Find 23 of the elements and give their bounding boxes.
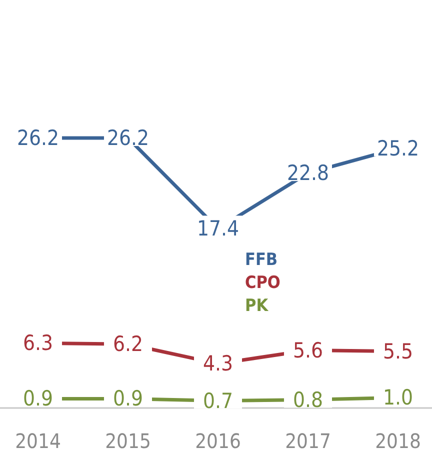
- data-label: 5.5: [382, 339, 414, 364]
- x-tick-label: 2015: [105, 429, 151, 453]
- data-label: 5.6: [292, 338, 324, 362]
- data-label: 22.8: [286, 161, 330, 186]
- data-label: 26.2: [106, 126, 150, 150]
- data-label: 0.7: [202, 388, 234, 413]
- series-label: FFB: [245, 250, 278, 270]
- text: PK: [245, 296, 270, 316]
- data-label: 0.9: [112, 386, 144, 411]
- x-tick-label: 2017: [285, 429, 331, 453]
- data-label: 6.3: [22, 331, 54, 356]
- data-label: 1.0: [382, 386, 414, 410]
- x-tick-label: 2016: [195, 429, 241, 453]
- data-label: 26.2: [16, 126, 60, 150]
- data-label: 0.8: [292, 388, 324, 412]
- text: CPO: [245, 273, 280, 293]
- data-label: 25.2: [376, 136, 420, 160]
- x-tick-label: 2014: [15, 429, 61, 453]
- data-label: 6.2: [112, 332, 144, 356]
- data-label: 4.3: [202, 352, 234, 376]
- data-label: 17.4: [196, 216, 240, 241]
- data-label: 0.9: [22, 386, 54, 411]
- x-tick-label: 2018: [375, 429, 421, 453]
